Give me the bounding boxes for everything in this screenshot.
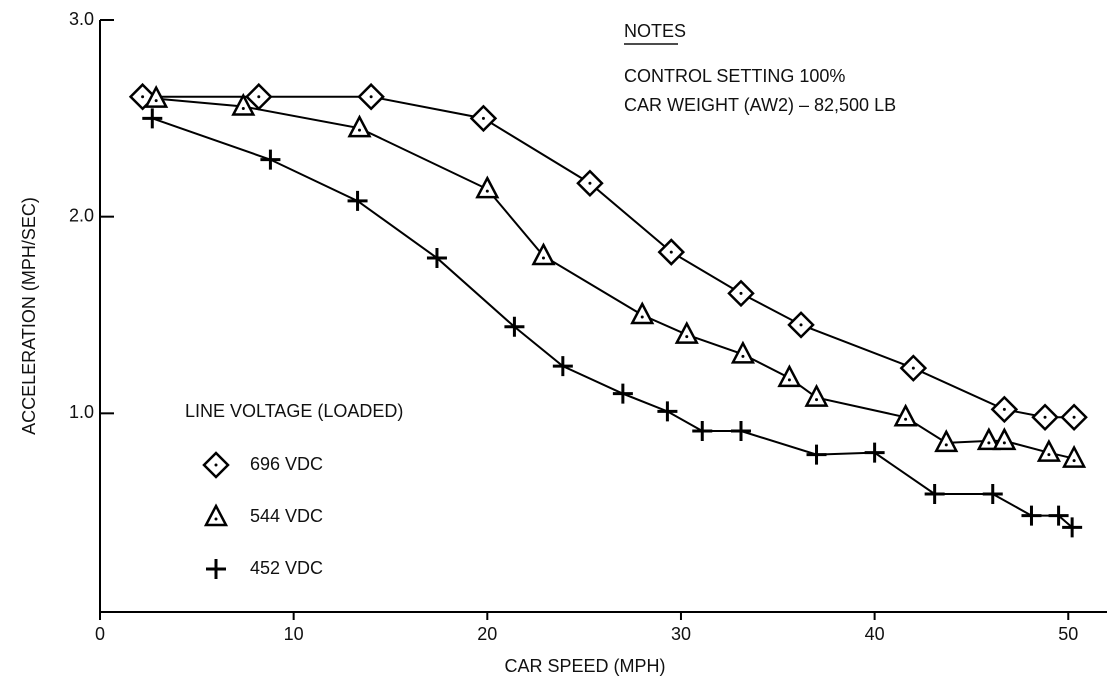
notes-title: NOTES [624,21,686,41]
marker-triangle [531,242,556,266]
marker-triangle [992,427,1017,451]
x-axis-label: CAR SPEED (MPH) [504,656,665,676]
legend-label: 696 VDC [250,454,323,474]
marker-cross [806,444,827,465]
marker-cross [692,421,713,442]
marker-triangle [674,320,699,344]
legend-marker [206,559,226,579]
marker-cross [730,421,751,442]
marker-cross [1048,505,1069,526]
marker-dot [214,463,218,467]
x-tick-label: 10 [284,624,304,644]
y-tick-label: 2.0 [69,205,94,225]
marker-triangle [804,383,829,407]
marker-dot [987,441,991,445]
marker-cross [426,247,447,268]
marker-triangle [231,92,256,116]
legend-label: 452 VDC [250,558,323,578]
legend-title: LINE VOLTAGE (LOADED) [185,401,403,421]
marker-dot [214,517,218,521]
x-tick-label: 30 [671,624,691,644]
marker-cross [1062,517,1083,538]
marker-dot [588,181,592,185]
x-tick-label: 0 [95,624,105,644]
marker-dot [685,335,689,339]
x-tick-label: 20 [477,624,497,644]
y-axis-label: ACCELERATION (MPH/SEC) [19,197,39,435]
marker-dot [640,315,644,319]
marker-dot [815,398,819,402]
marker-cross [1021,505,1042,526]
note: CONTROL SETTING 100% [624,66,845,86]
marker-dot [1072,459,1076,463]
legend-label: 544 VDC [250,506,323,526]
marker-cross [982,483,1003,504]
marker-dot [369,95,373,99]
marker-cross [142,108,163,129]
x-tick-label: 40 [865,624,885,644]
marker-cross [657,401,678,422]
marker-dot [1043,415,1047,419]
marker-dot [739,291,743,295]
marker-cross [864,442,885,463]
marker-dot [257,95,261,99]
marker-dot [944,443,948,447]
note: CAR WEIGHT (AW2) – 82,500 LB [624,95,896,115]
marker-cross [924,483,945,504]
marker-cross [552,356,573,377]
marker-dot [541,256,545,260]
marker-cross [347,190,368,211]
marker-dot [904,417,908,421]
y-tick-label: 3.0 [69,9,94,29]
marker-dot [787,378,791,382]
marker-triangle [144,84,169,108]
marker-triangle [1062,444,1087,468]
marker-dot [911,366,915,370]
marker-triangle [976,427,1001,451]
marker-cross [612,383,633,404]
marker-triangle [893,403,918,427]
marker-cross [260,149,281,170]
marker-dot [741,354,745,358]
marker-dot [141,95,145,99]
marker-dot [154,99,158,103]
series-line [156,97,1075,460]
marker-dot [1047,453,1051,457]
marker-dot [485,189,489,193]
marker-dot [357,128,361,132]
marker-triangle [730,340,756,364]
legend-marker [203,503,229,527]
marker-dot [241,107,245,111]
marker-triangle [347,114,372,138]
marker-triangle [630,301,655,325]
marker-triangle [934,429,959,453]
marker-cross [504,316,525,337]
marker-triangle [777,364,802,388]
marker-dot [799,323,803,327]
y-tick-label: 1.0 [69,402,94,422]
marker-dot [1002,407,1006,411]
marker-dot [1072,415,1076,419]
marker-triangle [475,175,500,199]
marker-dot [669,250,673,254]
marker-dot [481,116,485,120]
marker-dot [1002,441,1006,445]
series-line [142,95,1075,419]
marker-triangle [1036,438,1061,462]
x-tick-label: 50 [1058,624,1078,644]
